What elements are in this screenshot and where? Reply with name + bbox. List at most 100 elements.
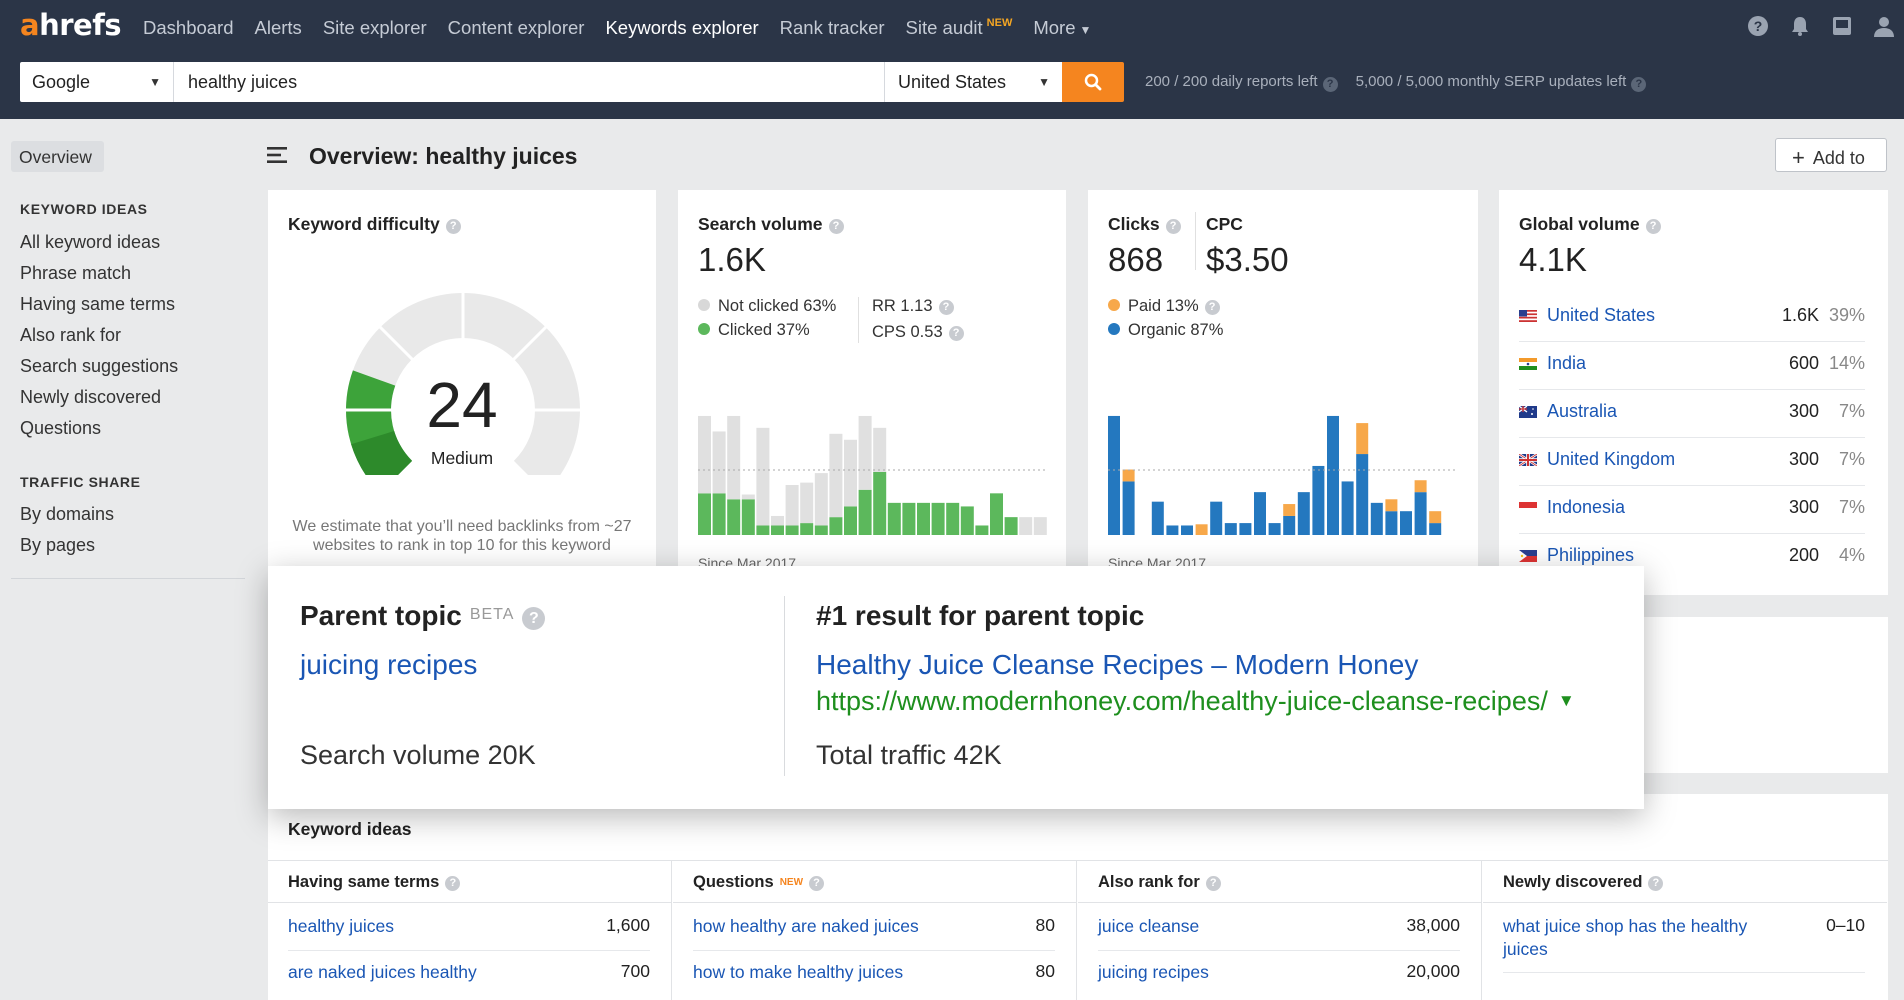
top-result-link[interactable]: Healthy Juice Cleanse Recipes – Modern H…: [816, 649, 1419, 680]
keyword-ideas-panel: Keyword ideas Having same terms? healthy…: [268, 794, 1888, 1000]
plus-icon: +: [1792, 145, 1805, 170]
nav-content-explorer[interactable]: Content explorer: [447, 17, 585, 38]
keyword-link[interactable]: juicing recipes: [1098, 962, 1209, 982]
bar-paid: [1122, 469, 1135, 482]
sidebar-item-phrase-match[interactable]: Phrase match: [20, 263, 132, 283]
bar-paid: [1429, 511, 1442, 524]
help-icon[interactable]: ?: [828, 219, 844, 234]
bar-clicked: [785, 525, 799, 535]
nav-more[interactable]: More ▼: [1033, 17, 1091, 39]
top-nav: ahrefs Dashboard Alerts Site explorer Co…: [0, 0, 1904, 119]
column-heading-text[interactable]: Questions: [693, 873, 774, 891]
gauge-ticks: [345, 292, 581, 412]
column-heading-text[interactable]: Newly discovered: [1503, 873, 1643, 891]
serp-updates-left: 5,000 / 5,000 monthly SERP updates left: [1355, 73, 1627, 90]
column-heading-text[interactable]: Having same terms: [288, 873, 440, 891]
country-row: United States 1.6K 39%: [1519, 294, 1865, 342]
kd-gauge: [345, 292, 581, 475]
help-icon[interactable]: ?: [445, 876, 461, 891]
keyword-link[interactable]: what juice shop has the healthy juices: [1503, 916, 1748, 959]
bar-paid: [1195, 524, 1208, 535]
sidebar-item-having-same-terms[interactable]: Having same terms: [20, 294, 176, 314]
caret-down-icon: ▼: [1079, 23, 1092, 37]
nav-dashboard[interactable]: Dashboard: [143, 17, 234, 38]
sv-divider: [858, 297, 859, 343]
help-icon[interactable]: ?: [1631, 77, 1647, 92]
column-heading-text[interactable]: Also rank for: [1098, 873, 1200, 891]
help-icon[interactable]: ?: [1204, 300, 1220, 315]
rr-text: RR 1.13: [872, 297, 933, 315]
nav-keywords-explorer[interactable]: Keywords explorer: [605, 17, 759, 38]
clicks-value: 868: [1108, 241, 1164, 278]
bar-paid: [1414, 480, 1427, 493]
keyword-search-input[interactable]: [174, 62, 884, 102]
user-icon[interactable]: [1872, 14, 1896, 38]
country-name[interactable]: India: [1547, 353, 1587, 373]
help-icon[interactable]: ?: [1645, 219, 1661, 234]
sidebar-item-also-rank-for[interactable]: Also rank for: [20, 325, 122, 345]
kd-value: 24: [426, 369, 498, 441]
keyword-row: what juice shop has the healthy juices 0…: [1503, 915, 1865, 973]
nav-rank-tracker[interactable]: Rank tracker: [779, 17, 885, 38]
sidebar-item-by-pages[interactable]: By pages: [20, 535, 96, 555]
sidebar-item-overview[interactable]: Overview: [11, 141, 104, 172]
dropdown-arrow-icon: ▼: [149, 75, 161, 89]
keyword-row: are naked juices healthy 700: [288, 961, 650, 997]
parent-topic-link[interactable]: juicing recipes: [300, 649, 478, 680]
country-name[interactable]: Australia: [1547, 401, 1618, 421]
kd-label: Medium: [430, 448, 494, 468]
help-icon[interactable]: ?: [948, 326, 964, 341]
nav-site-audit-label: Site audit: [905, 17, 983, 38]
keyword-link[interactable]: how healthy are naked juices: [693, 916, 919, 936]
nav-alerts[interactable]: Alerts: [254, 17, 302, 38]
country-percent: 7%: [1838, 497, 1865, 517]
help-icon[interactable]: ?: [809, 876, 825, 891]
sidebar-item-by-domains[interactable]: By domains: [20, 504, 115, 524]
nav-site-audit[interactable]: Site audit NEW: [906, 17, 1013, 39]
divider: [673, 902, 1077, 903]
search-button[interactable]: [1062, 62, 1124, 102]
keyword-link[interactable]: juice cleanse: [1098, 916, 1200, 936]
country-name[interactable]: Philippines: [1547, 545, 1635, 565]
search-engine-select[interactable]: Google ▼: [20, 62, 174, 102]
keyword-row: how to make healthy juices 80: [693, 961, 1055, 997]
bar-organic: [1327, 415, 1339, 535]
organic-legend: Organic 87%: [1108, 321, 1223, 340]
country-name[interactable]: United States: [1547, 305, 1656, 325]
help-icon[interactable]: ?: [1205, 876, 1221, 891]
nav-site-explorer[interactable]: Site explorer: [322, 17, 427, 38]
add-to-button[interactable]: + Add to: [1775, 138, 1887, 172]
keyword-link[interactable]: are naked juices healthy: [288, 962, 477, 982]
bell-icon[interactable]: [1788, 14, 1812, 38]
sidebar-item-search-suggestions[interactable]: Search suggestions: [20, 356, 179, 376]
sidebar-item-newly-discovered[interactable]: Newly discovered: [20, 387, 162, 407]
help-icon[interactable]: ?: [938, 300, 954, 315]
triangle-down-icon[interactable]: ▼: [1557, 691, 1575, 710]
top-result-url[interactable]: https://www.modernhoney.com/healthy-juic…: [816, 686, 1575, 717]
keyword-link[interactable]: healthy juices: [288, 916, 395, 936]
keyword-link[interactable]: how to make healthy juices: [693, 962, 904, 982]
gauge-tick: [512, 325, 548, 361]
sidebar-item-all-keyword-ideas[interactable]: All keyword ideas: [20, 232, 161, 252]
country-select[interactable]: United States ▼: [884, 62, 1062, 102]
also-rank-for-column: Also rank for? juice cleanse 38,000 juic…: [1078, 861, 1482, 1000]
bar-organic: [1224, 523, 1237, 535]
search-volume-card: Search volume? 1.6K Not clicked 63% Clic…: [678, 190, 1066, 610]
hamburger-menu-icon[interactable]: [266, 144, 288, 166]
help-icon[interactable]: ?: [1648, 876, 1664, 891]
help-icon[interactable]: ?: [445, 219, 461, 234]
help-icon[interactable]: ?: [1746, 14, 1770, 38]
help-icon[interactable]: ?: [1322, 77, 1338, 92]
keyword-difficulty-title: Keyword difficulty?: [288, 214, 461, 235]
country-percent: 7%: [1838, 449, 1865, 469]
column-heading: Also rank for?: [1098, 873, 1221, 892]
help-icon[interactable]: ?: [522, 607, 546, 630]
inbox-icon[interactable]: [1830, 14, 1854, 38]
country-name[interactable]: Indonesia: [1547, 497, 1626, 517]
top-result-title: #1 result for parent topic: [816, 600, 1145, 631]
sidebar-item-questions[interactable]: Questions: [20, 418, 102, 438]
ahrefs-logo[interactable]: ahrefs: [20, 8, 122, 42]
clicked-legend: Clicked 37%: [698, 321, 810, 340]
help-icon[interactable]: ?: [1165, 219, 1181, 234]
country-name[interactable]: United Kingdom: [1547, 449, 1676, 469]
